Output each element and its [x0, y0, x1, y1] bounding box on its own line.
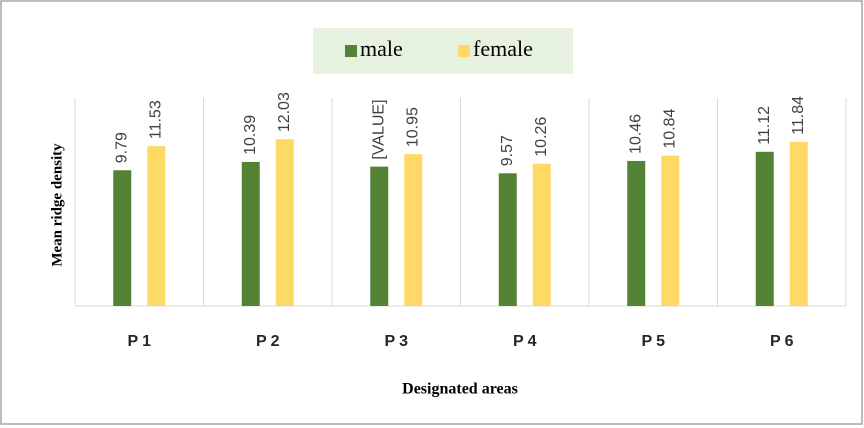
data-label: 11.53 [147, 100, 164, 139]
data-label: 11.84 [790, 96, 807, 135]
bar [755, 151, 774, 306]
legend-label: female [473, 36, 533, 61]
data-label: 10.26 [533, 117, 550, 157]
y-axis-title: Mean ridge density [49, 143, 65, 267]
bar [275, 139, 294, 306]
data-label: 10.39 [242, 115, 259, 155]
x-axis-title: Designated areas [402, 381, 518, 398]
x-tick-label: P2 [256, 333, 284, 350]
data-label: 10.84 [661, 109, 678, 149]
legend-swatch [458, 45, 470, 57]
bar [147, 146, 166, 306]
bar [404, 154, 423, 306]
data-label: [VALUE] [370, 99, 387, 159]
bar [498, 173, 517, 306]
x-tick-label: P5 [641, 333, 669, 350]
data-label: 10.95 [404, 107, 421, 147]
bar [789, 141, 808, 306]
data-label: 10.46 [627, 114, 644, 154]
bar [241, 161, 260, 306]
bar [370, 166, 389, 306]
x-tick-label: P4 [513, 333, 541, 350]
bar [627, 160, 646, 306]
x-tick-label: P6 [770, 333, 798, 350]
bar [532, 163, 551, 306]
legend-label: male [360, 36, 403, 61]
legend-swatch [345, 45, 357, 57]
bar [113, 170, 132, 306]
data-label: 11.12 [756, 106, 773, 145]
data-label: 9.79 [113, 132, 130, 163]
bar [661, 155, 680, 306]
data-label: 12.03 [276, 92, 293, 132]
x-tick-label: P3 [384, 333, 412, 350]
x-tick-label: P1 [127, 333, 155, 350]
data-label: 9.57 [499, 135, 516, 166]
